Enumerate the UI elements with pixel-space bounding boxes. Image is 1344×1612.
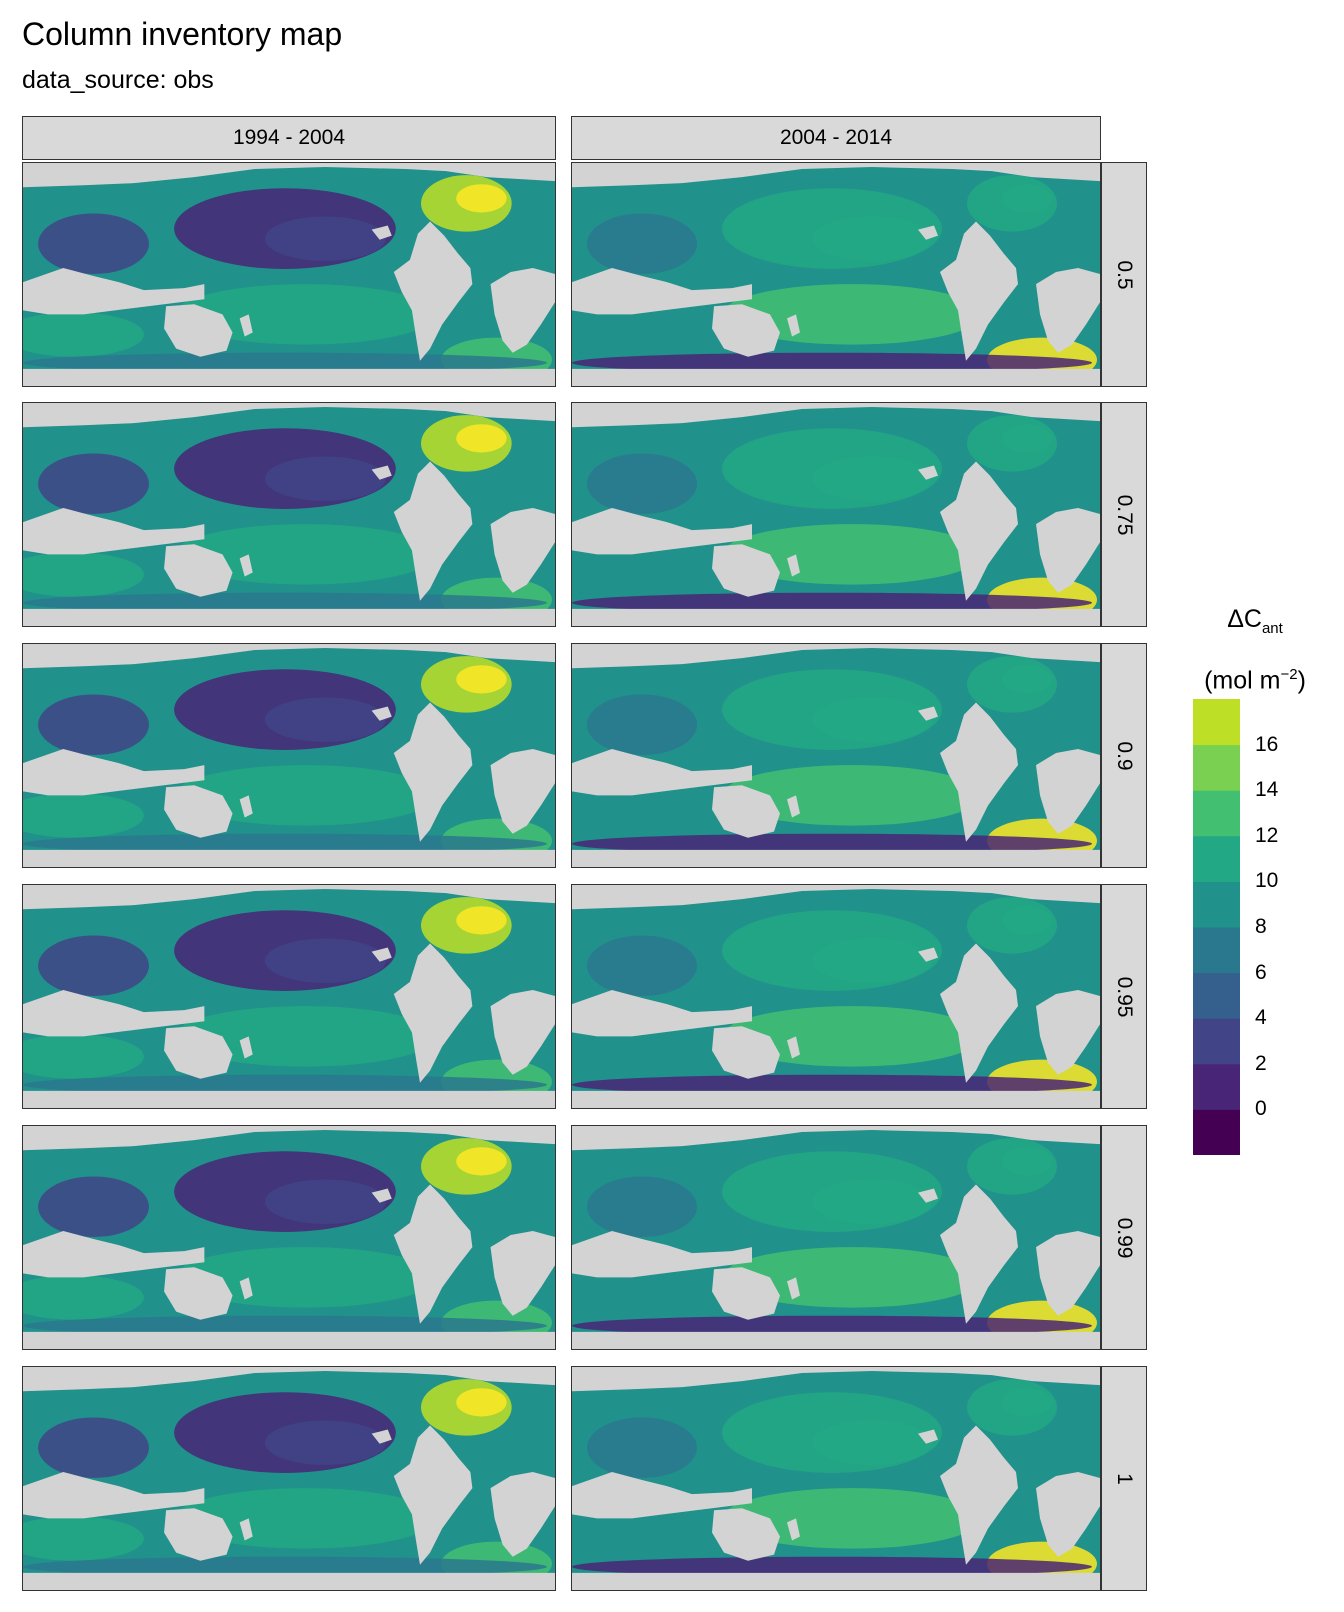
ocean-inventory-map	[23, 1126, 555, 1349]
facet-row-strip: 0.75	[1101, 402, 1147, 627]
ocean-inventory-map	[572, 644, 1100, 867]
ocean-inventory-map	[572, 403, 1100, 626]
facet-row-strip: 0.99	[1101, 1125, 1147, 1350]
facet-row-strip: 1	[1101, 1366, 1147, 1591]
facet-column-strip-1: 1994 - 2004	[22, 116, 556, 160]
facet-row-strip: 0.5	[1101, 162, 1147, 387]
map-panel	[22, 884, 556, 1109]
legend-unit-superscript: −2	[1280, 666, 1298, 683]
legend-tick-2: 2	[1255, 1051, 1267, 1075]
legend-tick-8: 8	[1255, 915, 1267, 938]
chart-subtitle: data_source: obs	[22, 66, 214, 94]
map-panel	[22, 1366, 556, 1591]
map-panel	[571, 1366, 1101, 1591]
legend-tick-12: 12	[1255, 823, 1279, 847]
ocean-inventory-map	[23, 1367, 555, 1590]
legend-unit-close: )	[1297, 666, 1306, 695]
legend-color-step	[1193, 1018, 1240, 1065]
facet-row-label: 0.9	[1113, 740, 1136, 771]
facet-row-label: 0.99	[1113, 1217, 1136, 1258]
ocean-inventory-map	[23, 403, 555, 626]
map-panel	[571, 402, 1101, 627]
legend-color-bar	[1193, 699, 1240, 1155]
legend-title-main: ΔC	[1227, 605, 1262, 633]
map-panel	[22, 643, 556, 868]
legend-color-step	[1193, 744, 1240, 791]
map-panel	[571, 162, 1101, 387]
legend-color-step	[1193, 835, 1240, 882]
legend-tick-14: 14	[1255, 778, 1279, 802]
facet-row-label: 0.5	[1113, 259, 1136, 290]
legend-tick-10: 10	[1255, 869, 1279, 893]
ocean-inventory-map	[572, 885, 1100, 1108]
facet-row-label: 0.95	[1113, 976, 1136, 1017]
ocean-inventory-map	[572, 1126, 1100, 1349]
legend-color-step	[1193, 1063, 1240, 1110]
legend-color-step	[1193, 699, 1240, 746]
ocean-inventory-map	[572, 1367, 1100, 1590]
legend-tick-6: 6	[1255, 960, 1267, 984]
facet-row-strip: 0.95	[1101, 884, 1147, 1109]
ocean-inventory-map	[23, 163, 555, 386]
legend-color-step	[1193, 790, 1240, 837]
chart-title: Column inventory map	[22, 16, 343, 52]
legend-color-step	[1193, 1109, 1240, 1155]
legend-title: ΔCant (mol m−2)	[1180, 596, 1330, 703]
legend-color-step	[1193, 972, 1240, 1019]
legend-tick-0: 0	[1255, 1097, 1267, 1121]
legend-color-step	[1193, 881, 1240, 928]
legend-title-subscript: ant	[1261, 620, 1283, 637]
legend-tick-4: 4	[1255, 1006, 1267, 1030]
ocean-inventory-map	[23, 885, 555, 1108]
map-panel	[571, 884, 1101, 1109]
ocean-inventory-map	[572, 163, 1100, 386]
map-panel	[22, 162, 556, 387]
map-panel	[571, 643, 1101, 868]
facet-column-strip-2: 2004 - 2014	[571, 116, 1101, 160]
legend-unit-main: (mol m	[1204, 666, 1281, 695]
map-panel	[22, 402, 556, 627]
legend-color-step	[1193, 927, 1240, 974]
map-panel	[571, 1125, 1101, 1350]
facet-row-label: 1	[1113, 1472, 1136, 1485]
map-panel	[22, 1125, 556, 1350]
facet-row-strip: 0.9	[1101, 643, 1147, 868]
facet-row-label: 0.75	[1113, 494, 1136, 535]
ocean-inventory-map	[23, 644, 555, 867]
legend-tick-16: 16	[1255, 732, 1279, 756]
